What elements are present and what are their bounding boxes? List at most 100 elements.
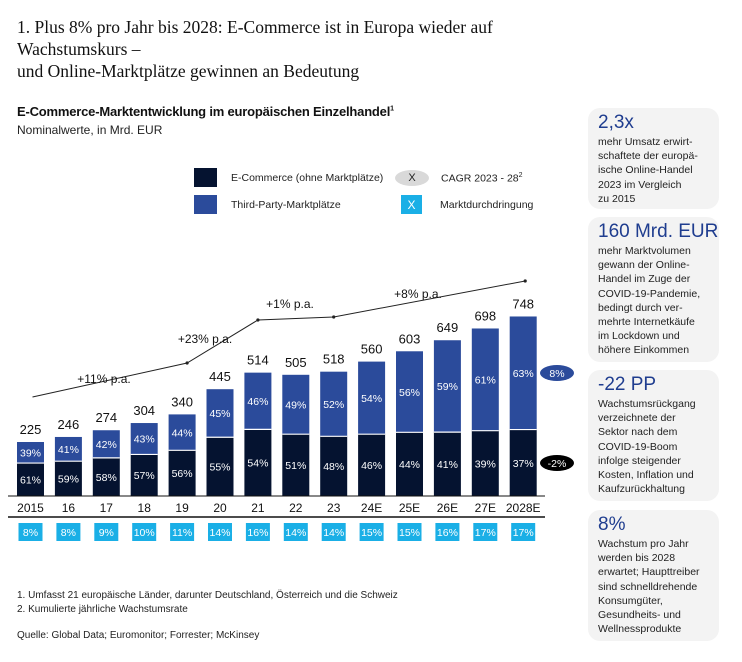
page-title: 1. Plus 8% pro Jahr bis 2028: E-Commerce…	[17, 16, 577, 82]
legend-swatch-cagr: X	[395, 170, 429, 186]
penetration-box	[208, 523, 232, 541]
penetration-label: 11%	[172, 527, 192, 539]
penetration-box	[283, 523, 308, 541]
total-label: 698	[474, 308, 496, 323]
total-label: 304	[133, 403, 155, 418]
fact-card-line: Kaufzurückhaltung	[598, 483, 685, 496]
share-label-marketplaces: 59%	[437, 381, 458, 393]
penetration-box	[170, 523, 195, 541]
penetration-label: 14%	[285, 527, 306, 539]
fact-card-line: COVID-19-Pandemie,	[598, 287, 701, 300]
bar-segment-ecommerce	[320, 436, 348, 496]
fact-card-text: Wachstum pro Jahr werden bis 2028 erwartet…	[598, 537, 719, 636]
bar-segment-marketplaces	[358, 361, 386, 435]
legend-swatch-ecommerce	[194, 168, 217, 187]
share-label-ecommerce: 54%	[247, 458, 268, 470]
trend-point	[256, 318, 260, 322]
fact-card-value: 160 Mrd. EUR	[598, 221, 719, 242]
fact-card-line: Kosten, Inflation und	[598, 469, 694, 482]
bar-segment-marketplaces	[92, 430, 120, 458]
bar-segment-marketplaces	[320, 371, 348, 437]
title-line-1: 1. Plus 8% pro Jahr bis 2028: E-Commerce…	[17, 17, 493, 59]
bar-segment-ecommerce	[130, 454, 158, 496]
fact-card-line: ische Online-Handel	[598, 164, 693, 177]
penetration-label: 10%	[134, 527, 155, 539]
fact-card-line: werden bis 2028	[598, 552, 676, 565]
legend-label-cagr: CAGR 2023 - 282	[441, 172, 523, 185]
bar-segment-marketplaces	[54, 436, 82, 462]
x-tick-label: 24E	[361, 501, 382, 515]
share-label-ecommerce: 39%	[475, 458, 496, 470]
total-label: 649	[437, 320, 459, 335]
fact-card-line: höhere Einkommen	[598, 344, 690, 357]
fact-card-line: im Lockdown und	[598, 330, 680, 343]
chart-unit: Nominalwerte, in Mrd. EUR	[17, 123, 163, 137]
penetration-label: 8%	[23, 527, 38, 539]
fact-card-text: Wachstumsrückgang verzeichnete der Sektor …	[598, 397, 719, 496]
footnotes: 1. Umfasst 21 europäische Länder, darunt…	[17, 589, 398, 616]
fact-card-value: -22 PP	[598, 374, 657, 395]
bar-segment-ecommerce	[54, 461, 82, 496]
fact-card-line: COVID-19-Boom	[598, 440, 678, 453]
fact-card-line: schaftete der europä-	[598, 150, 698, 163]
fact-card-line: Sektor nach dem	[598, 426, 678, 439]
penetration-box	[397, 523, 422, 541]
x-tick-label: 25E	[399, 501, 420, 515]
cagr-badge-label: -2%	[548, 458, 567, 470]
penetration-box	[473, 523, 498, 541]
share-label-ecommerce: 56%	[172, 468, 193, 480]
total-label: 748	[512, 296, 534, 311]
trend-point	[523, 279, 527, 283]
legend-label-ecommerce: E-Commerce (ohne Marktplätze)	[231, 171, 384, 184]
x-tick-label: 16	[62, 501, 76, 515]
total-label: 445	[209, 369, 231, 384]
fact-card-line: erwartet; Haupttreiber	[598, 566, 700, 579]
x-tick-label: 21	[251, 501, 265, 515]
share-label-ecommerce: 61%	[20, 475, 41, 487]
total-label: 225	[20, 422, 42, 437]
bar-segment-ecommerce	[509, 429, 537, 496]
bar-segment-ecommerce	[168, 450, 196, 496]
chart-title-text: E-Commerce-Marktentwicklung im europäisc…	[17, 104, 391, 119]
fact-card-line: verzeichnete der	[598, 412, 676, 425]
cagr-badge	[540, 455, 574, 471]
legend-label-cagr-text: CAGR 2023 - 28	[441, 172, 519, 185]
share-label-ecommerce: 51%	[285, 460, 306, 472]
share-label-ecommerce: 59%	[58, 474, 79, 486]
share-label-marketplaces: 42%	[96, 439, 117, 451]
x-tick-label: 22	[289, 501, 303, 515]
fact-card-line: Wachstum pro Jahr	[598, 538, 689, 550]
fact-card: 2,3x mehr Umsatz erwirt-schaftete der eur…	[588, 108, 719, 209]
chart-title-footnote: 1	[390, 105, 394, 113]
total-label: 246	[58, 417, 80, 432]
share-label-marketplaces: 56%	[399, 387, 420, 399]
x-tick-label: 23	[327, 501, 341, 515]
trend-point	[185, 361, 189, 365]
penetration-label: 14%	[323, 527, 344, 539]
fact-card-line: bedingt durch ver-	[598, 301, 683, 314]
share-label-marketplaces: 52%	[323, 399, 344, 411]
penetration-label: 15%	[361, 527, 382, 539]
fact-card: 8% Wachstum pro Jahr werden bis 2028 erwart…	[588, 510, 719, 641]
bar-segment-ecommerce	[17, 463, 44, 496]
share-label-ecommerce: 58%	[96, 472, 117, 484]
penetration-box	[94, 523, 119, 541]
bar-segment-marketplaces	[17, 442, 44, 464]
chart-title: E-Commerce-Marktentwicklung im europäisc…	[17, 104, 394, 119]
penetration-box	[245, 523, 270, 541]
share-label-marketplaces: 44%	[172, 427, 193, 439]
cagr-badge-label: 8%	[549, 368, 564, 380]
fact-card-line: mehr Marktvolumen	[598, 245, 691, 257]
legend-label-penetration: Marktdurchdringung	[440, 198, 534, 211]
share-label-marketplaces: 61%	[475, 375, 496, 387]
bar-segment-marketplaces	[130, 423, 158, 455]
bar-segment-ecommerce	[206, 437, 234, 496]
bar-segment-marketplaces	[396, 351, 423, 433]
legend-marketplaces: Third-Party-Marktplätze	[194, 195, 341, 214]
penetration-box	[359, 523, 384, 541]
share-label-marketplaces: 45%	[209, 408, 230, 420]
share-label-marketplaces: 46%	[247, 396, 268, 408]
bar-segment-ecommerce	[396, 432, 423, 496]
legend-label-marketplaces: Third-Party-Marktplätze	[231, 198, 341, 211]
